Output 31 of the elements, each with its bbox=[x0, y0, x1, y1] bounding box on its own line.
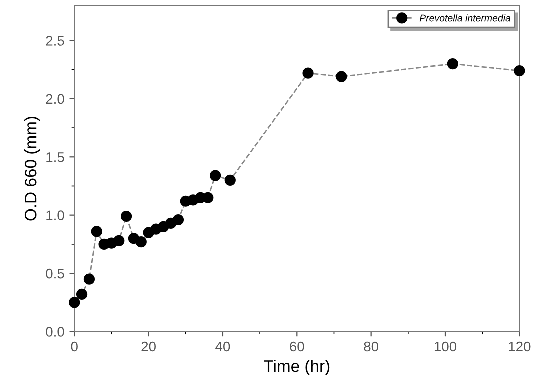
x-tick-label: 40 bbox=[216, 342, 230, 352]
x-tick-label: 60 bbox=[290, 342, 304, 352]
point bbox=[120, 210, 132, 222]
point bbox=[202, 192, 214, 204]
point bbox=[336, 71, 348, 82]
y-tick-label: 1.0 bbox=[46, 210, 64, 221]
legend-label: Prevotella intermedia bbox=[420, 14, 511, 22]
point bbox=[76, 288, 88, 300]
y-tick-label: 2.5 bbox=[46, 36, 64, 46]
x-axis-title: Time (hr) bbox=[264, 360, 330, 376]
y-tick-label: 0.5 bbox=[46, 268, 64, 279]
x-tick-label: 0 bbox=[71, 342, 78, 352]
point bbox=[84, 274, 96, 285]
x-tick-label: 100 bbox=[434, 342, 457, 352]
y-tick-label: 1.5 bbox=[46, 152, 64, 162]
point bbox=[302, 68, 314, 79]
y-axis-title: O.D 660 (mm) bbox=[24, 117, 40, 221]
point bbox=[114, 235, 125, 247]
x-tick-label: 80 bbox=[364, 342, 379, 352]
point bbox=[447, 58, 458, 70]
y-tick-label: 2.0 bbox=[46, 94, 64, 104]
point bbox=[172, 214, 184, 226]
point bbox=[210, 170, 222, 182]
point bbox=[224, 174, 236, 186]
point bbox=[514, 65, 526, 77]
y-tick-label: 0.0 bbox=[46, 327, 64, 337]
x-tick-label: 20 bbox=[142, 342, 156, 352]
point bbox=[69, 297, 80, 308]
x-tick-label: 120 bbox=[509, 342, 531, 352]
point bbox=[91, 226, 102, 238]
point bbox=[136, 236, 147, 248]
